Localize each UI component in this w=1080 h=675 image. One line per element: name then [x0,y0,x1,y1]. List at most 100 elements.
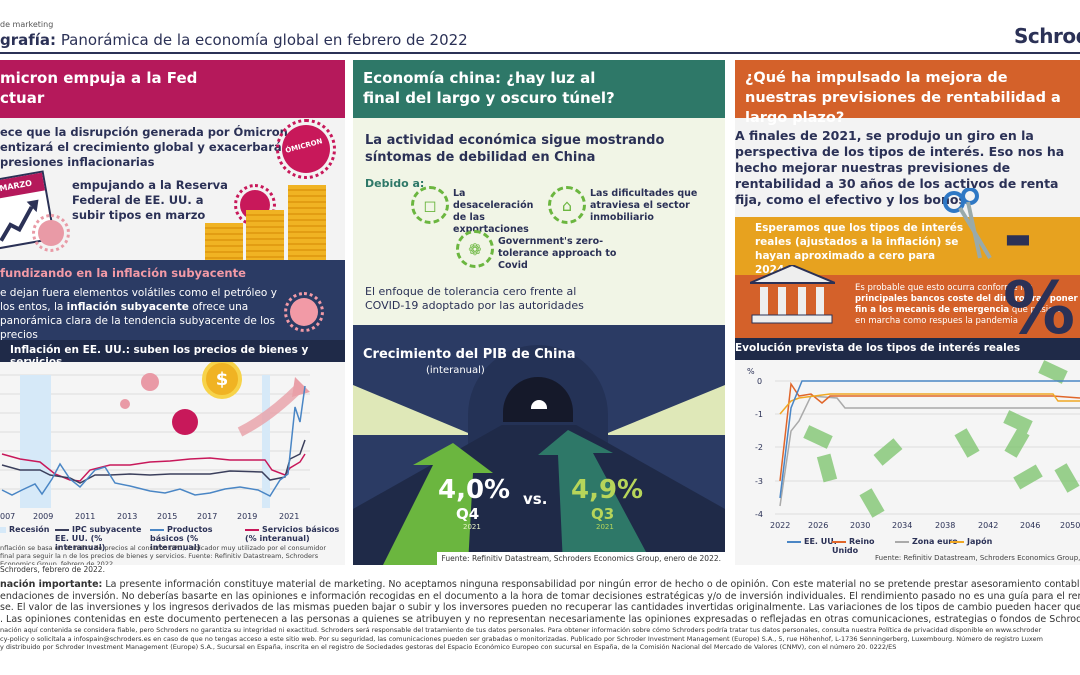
house-icon: ⌂ [548,186,586,224]
svg-text:2011: 2011 [75,512,95,521]
legend-label: Reino Unido [832,537,875,555]
bank-icon [750,265,835,324]
svg-text:-3: -3 [755,477,763,486]
legend-eurozone: Zona euro [895,537,958,546]
legend-japan: Japón [950,537,992,546]
svg-text:2038: 2038 [935,521,955,530]
svg-text:2015: 2015 [157,512,177,521]
vs-label: vs. [523,490,548,508]
page-title-rest: Panorámica de la economía global en febr… [56,31,468,49]
legend-core-cpi: IPC subyacente EE. UU. (% interanual) [55,525,150,552]
rates-chart-title: Evolución prevista de los tipos de inter… [735,338,1080,360]
reason-exports: La desaceleración de las exportaciones [453,188,534,235]
svg-text:2042: 2042 [978,521,998,530]
central-banks-band: Es probable que esto ocurra conforme los… [735,275,1080,338]
legend-label: Servicios básicos (% interanual) [245,525,340,543]
eyebrow-text: de marketing [0,20,54,29]
hills-graphic [353,385,725,435]
title-divider [0,52,1080,54]
disclaimer-text: La presente información constituye mater… [102,579,1080,590]
rates-lead: A finales de 2021, se produjo un giro en… [735,128,1065,207]
disclaimer-line: endaciones de inversión. No deberías bas… [0,590,1080,602]
core-inflation-body-text: ofrece una panorámica clara de la tenden… [0,301,275,341]
omicron-virus-label: ÓMICRON [284,137,324,155]
core-inflation-band: fundizando en la inflación subyacente e … [0,260,345,342]
core-inflation-body: e dejan fuera elementos volátiles como e… [0,286,280,342]
us-inflation-plot: $ 007 2009 2011 2013 2015 2017 2019 2021 [0,359,310,521]
svg-text:-1: -1 [755,410,763,419]
q3-arrow [538,430,653,565]
legal-line: nación aquí contenida se considera fiabl… [0,626,1042,634]
q3-label: Q3 [591,505,615,523]
legend-label: EE. UU. [804,537,837,546]
legend-recession: Recesión [0,525,49,534]
legend-label: Zona euro [912,537,958,546]
legal-line: y distribuido por Schroder Investment Ma… [0,643,897,651]
central-banks-text-bold: principales bancos coste del dinero tras… [855,294,1078,315]
coin-stack-icon [246,210,284,263]
omicron-lead: ece que la disrupción generada por Ómicr… [0,125,288,169]
svg-text:$: $ [216,369,229,390]
real-rates-plot: % 0 -1 -2 -3 -4 2022 2026 2030 2034 2038 2042 2046… [747,360,1080,530]
page-title-bold: grafía: [0,31,57,49]
q4-label: Q4 [456,505,480,523]
fed-push-text: empujando a la Reserva Federal de EE. UU… [72,178,228,222]
svg-text:2050: 2050 [1060,521,1080,530]
omicron-title-line1: micron empuja a la Fed [0,69,198,87]
central-banks-text-part: que pusieron en marcha como respues la p… [855,305,1068,326]
schroders-logo: Schrod [1014,24,1080,48]
svg-text:-4: -4 [755,510,763,519]
gdp-arrows [383,430,653,565]
q3-year: 2021 [596,523,614,531]
svg-text:2013: 2013 [117,512,137,521]
china-panel-header: Economía china: ¿hay luz al final del la… [353,60,725,118]
inflation-chart-title: Inflación en EE. UU.: suben los precios … [0,340,345,368]
reason-real-estate: Las dificultades que atraviesa el sector… [590,188,698,223]
box-icon: ◻ [411,186,449,224]
coin-stack-icon [205,223,243,263]
q4-year: 2021 [463,523,481,531]
disclaimer-line: se. El valor de las inversiones y los in… [0,602,1080,613]
svg-text:-2: -2 [755,443,763,452]
omicron-panel-header: micron empuja a la Fed ctuar [0,60,345,118]
rates-source: Fuente: Refinitiv Datastream, Schroders … [875,554,1080,562]
legend-goods: Productos básicos (% interanual) [150,525,245,552]
legal-text: nación aquí contenida se considera fiabl… [0,626,1080,652]
q4-arrow [383,443,493,565]
money-bills-decoration [803,360,1080,518]
legend-label: Japón [967,537,993,546]
legend-label: Productos básicos (% interanual) [150,525,213,552]
calendar-icon: MARZO [0,170,56,250]
tunnel-light [531,400,547,409]
legal-line: cy-policy o solicítala a infospain@schro… [0,634,1043,643]
legend-services: Servicios básicos (% interanual) [245,525,340,543]
svg-text:2046: 2046 [1020,521,1040,530]
us-inflation-chart: $ 007 2009 2011 2013 2015 2017 2019 2021 Recesi… [0,359,345,565]
svg-text:2022: 2022 [770,521,790,530]
svg-text:2026: 2026 [808,521,828,530]
svg-text:%: % [747,367,755,376]
x-tick: 007 [0,512,15,521]
omicron-panel: micron empuja a la Fed ctuar ece que la … [0,60,345,565]
disclaimer-line: . Las opiniones contenidas en este docum… [0,613,1080,625]
china-lead: La actividad económica sigue mostrando s… [365,133,665,165]
rates-panel-header: ¿Qué ha impulsado la mejora de nuestras … [735,60,1080,126]
real-rates-chart: % 0 -1 -2 -3 -4 2022 2026 2030 2034 2038 2042 2046… [735,360,1080,565]
omicron-virus-icon: ÓMICRON [276,119,336,179]
q4-value: 4,0% [438,475,511,505]
gdp-tunnel-graphic: Crecimiento del PIB de China (interanual… [353,325,725,565]
disclaimer-line: nación importante: La presente informaci… [0,579,1080,591]
core-inflation-heading: fundizando en la inflación subyacente [0,266,246,280]
svg-text:2017: 2017 [197,512,217,521]
gdp-subtitle: (interanual) [426,365,485,376]
china-panel: Economía china: ¿hay luz al final del la… [353,60,725,565]
svg-text:2021: 2021 [279,512,299,521]
core-inflation-body-bold: inflación subyacente [66,301,189,313]
reason-zero-covid: Government's zero-tolerance approach to … [498,236,617,271]
virus-icon [284,292,324,332]
core-inflation-body-text: e dejan fuera elementos volátiles como e… [0,287,277,313]
coin-stack-icon [288,185,326,263]
svg-text:2034: 2034 [892,521,912,530]
central-banks-text-part: Es probable que esto ocurra conforme los [855,283,1033,293]
gdp-source: Fuente: Refinitiv Datastream, Schroders … [437,552,725,565]
